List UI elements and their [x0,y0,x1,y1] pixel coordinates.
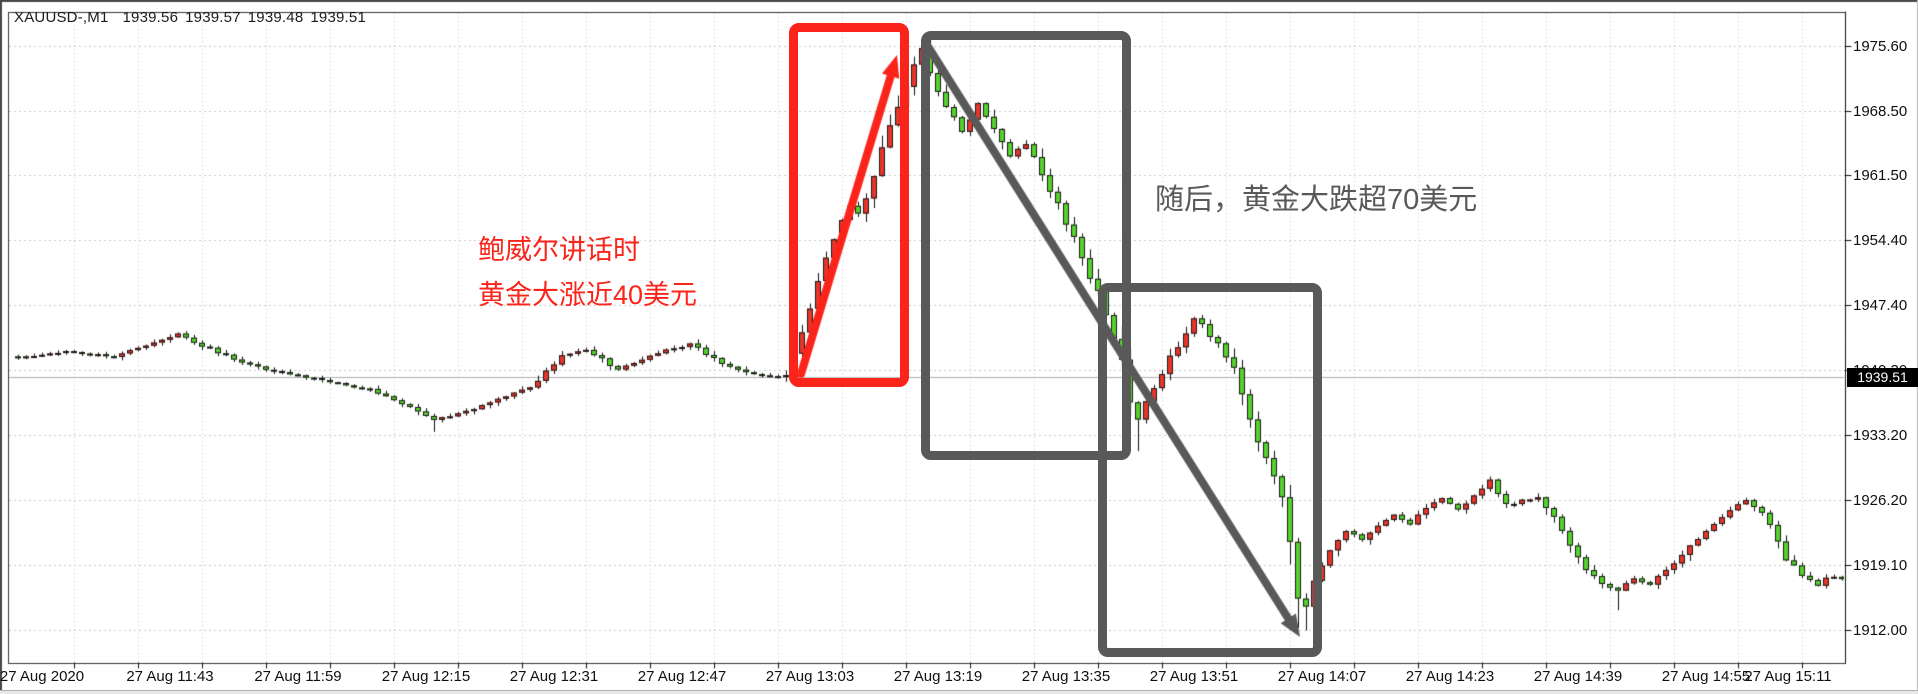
time-axis-label: 27 Aug 13:35 [1021,668,1111,685]
rally-highlight-box [789,23,909,387]
drop-annotation-text: 随后，黄金大跌超70美元 [1155,184,1478,216]
time-axis-label: 27 Aug 15:11 [1744,668,1832,685]
rally-annotation-line2: 黄金大涨近40美元 [478,280,698,310]
price-axis-label: 1961.50 [1853,167,1908,185]
time-axis-label: 27 Aug 13:51 [1149,668,1239,685]
price-axis-label: 1912.00 [1853,622,1908,640]
open-value: 1939.56 [122,9,179,26]
price-axis-label: 1926.20 [1853,491,1908,509]
decline-highlight-box-1 [921,31,1131,460]
time-axis-label: 27 Aug 12:15 [381,668,471,685]
time-axis-label: 27 Aug 12:47 [637,668,727,685]
ohlc-quote-header: XAUUSD-,M1 1939.56 1939.57 1939.48 1939.51 [14,9,373,26]
rally-annotation-line1: 鲍威尔讲话时 [478,235,640,265]
time-axis-label: 27 Aug 14:07 [1277,668,1367,685]
decline-highlight-box-2 [1098,283,1322,657]
time-axis-label: 27 Aug 13:19 [893,668,983,685]
price-axis-label: 1947.40 [1853,296,1908,314]
price-axis-label: 1933.20 [1853,427,1908,445]
time-axis-label: 27 Aug 2020 [0,668,85,685]
low-value: 1939.48 [247,9,304,26]
time-axis-label: 27 Aug 14:55 [1661,668,1751,685]
time-axis-label: 27 Aug 14:39 [1533,668,1623,685]
statusbar-strip [0,690,1918,694]
price-axis-label: 1975.60 [1853,37,1908,55]
time-axis-label: 27 Aug 11:43 [126,668,214,685]
time-axis-label: 27 Aug 14:23 [1405,668,1495,685]
symbol-period-label: XAUUSD-,M1 [14,9,109,26]
price-axis-label: 1954.40 [1853,232,1908,250]
close-value: 1939.51 [310,9,367,26]
time-axis-label: 27 Aug 12:31 [509,668,599,685]
price-axis-label: 1968.50 [1853,102,1908,120]
time-axis-label: 27 Aug 13:03 [765,668,855,685]
high-value: 1939.57 [185,9,241,26]
price-axis-label: 1919.10 [1853,557,1908,575]
time-axis-label: 27 Aug 11:59 [254,668,342,685]
rally-annotation-text: 鲍威尔讲话时 黄金大涨近40美元 [478,228,697,318]
current-price-badge: 1939.51 [1847,368,1918,387]
